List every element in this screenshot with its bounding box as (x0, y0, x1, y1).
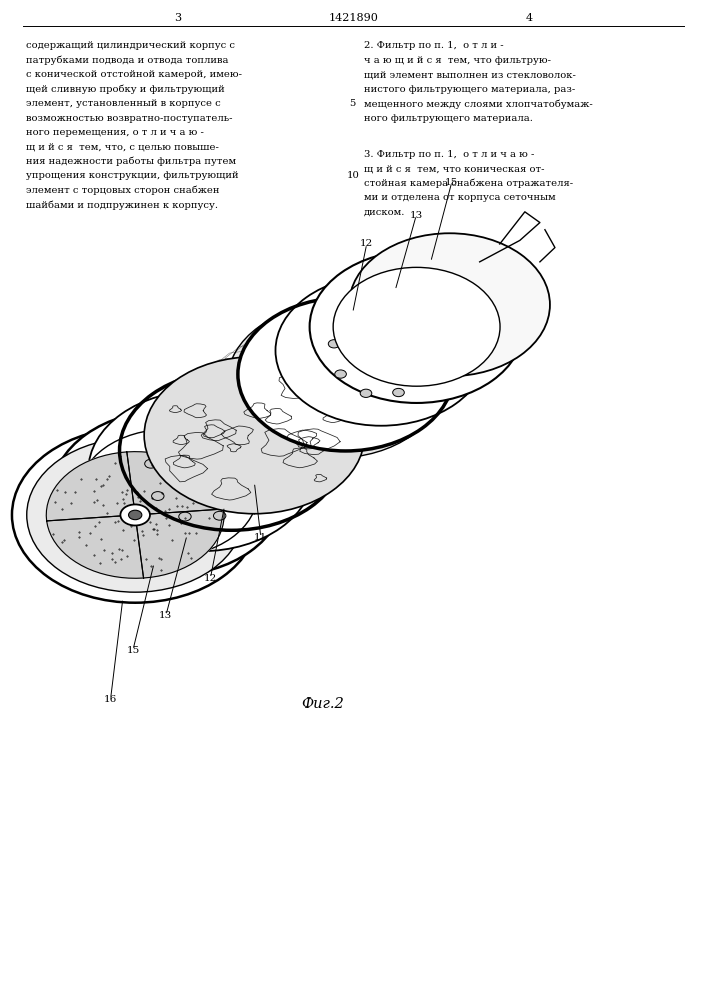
Text: щий элемент выполнен из стекловолок-: щий элемент выполнен из стекловолок- (364, 70, 576, 79)
Ellipse shape (228, 304, 443, 458)
Polygon shape (127, 452, 223, 514)
Text: ния надежности работы фильтра путем: ния надежности работы фильтра путем (26, 157, 236, 166)
Text: мещенного между слоями хлопчатобумаж-: мещенного между слоями хлопчатобумаж- (364, 99, 592, 109)
Ellipse shape (334, 370, 346, 378)
Text: упрощения конструкции, фильтрующий: упрощения конструкции, фильтрующий (26, 171, 239, 180)
Ellipse shape (144, 357, 365, 514)
Text: стойная камера снабжена отражателя-: стойная камера снабжена отражателя- (364, 179, 573, 188)
Ellipse shape (119, 371, 344, 530)
Text: содержащий цилиндрический корпус с: содержащий цилиндрический корпус с (26, 41, 235, 50)
Text: Фиг.2: Фиг.2 (301, 697, 344, 711)
Text: 1421890: 1421890 (329, 13, 378, 23)
Ellipse shape (214, 511, 226, 520)
Ellipse shape (12, 427, 259, 603)
Text: 5: 5 (349, 99, 356, 108)
Text: элемент с торцовых сторон снабжен: элемент с торцовых сторон снабжен (26, 186, 220, 195)
Ellipse shape (417, 368, 428, 376)
Ellipse shape (310, 251, 524, 403)
Ellipse shape (238, 298, 453, 451)
Text: щей сливную пробку и фильтрующий: щей сливную пробку и фильтрующий (26, 85, 225, 94)
Text: нистого фильтрующего материала, раз-: нистого фильтрующего материала, раз- (364, 85, 575, 94)
Ellipse shape (374, 301, 386, 310)
Text: щ и й с я  тем, что, с целью повыше-: щ и й с я тем, что, с целью повыше- (26, 142, 219, 151)
Text: 13: 13 (159, 611, 173, 620)
Ellipse shape (240, 489, 252, 498)
Ellipse shape (52, 410, 284, 576)
Ellipse shape (360, 389, 372, 397)
Text: 3: 3 (174, 13, 181, 23)
Ellipse shape (145, 459, 157, 468)
Ellipse shape (226, 429, 239, 438)
Polygon shape (136, 509, 224, 578)
Polygon shape (47, 516, 144, 578)
Ellipse shape (78, 429, 257, 557)
Text: ч а ю щ и й с я  тем, что фильтрую-: ч а ю щ и й с я тем, что фильтрую- (364, 56, 551, 65)
Ellipse shape (194, 418, 206, 427)
Polygon shape (46, 452, 134, 521)
Text: 10: 10 (346, 171, 359, 180)
Ellipse shape (245, 457, 257, 466)
Text: патрубками подвода и отвода топлива: патрубками подвода и отвода топлива (26, 56, 228, 65)
Text: 16: 16 (104, 695, 117, 704)
Text: 12: 12 (360, 239, 373, 248)
Ellipse shape (120, 504, 150, 525)
Text: ми и отделена от корпуса сеточным: ми и отделена от корпуса сеточным (364, 193, 556, 202)
Text: ного перемещения, о т л и ч а ю -: ного перемещения, о т л и ч а ю - (26, 128, 204, 137)
Text: 3. Фильтр по п. 1,  о т л и ч а ю -: 3. Фильтр по п. 1, о т л и ч а ю - (364, 150, 534, 159)
Ellipse shape (179, 512, 191, 521)
Text: шайбами и подпружинен к корпусу.: шайбами и подпружинен к корпусу. (26, 200, 218, 210)
Ellipse shape (328, 340, 340, 348)
Ellipse shape (129, 510, 142, 520)
Text: 2. Фильтр по п. 1,  о т л и -: 2. Фильтр по п. 1, о т л и - (364, 41, 503, 50)
Ellipse shape (27, 438, 244, 592)
Ellipse shape (349, 233, 550, 376)
Ellipse shape (405, 311, 416, 319)
Ellipse shape (276, 275, 486, 426)
Text: щ и й с я  тем, что коническая от-: щ и й с я тем, что коническая от- (364, 164, 544, 173)
Text: 15: 15 (445, 178, 458, 187)
Ellipse shape (151, 492, 164, 500)
Text: ного фильтрующего материала.: ного фильтрующего материала. (364, 114, 533, 123)
Ellipse shape (422, 337, 433, 346)
Ellipse shape (88, 391, 314, 551)
Ellipse shape (392, 388, 404, 397)
Text: диском.: диском. (364, 208, 405, 217)
Text: с конической отстойной камерой, имею-: с конической отстойной камерой, имею- (26, 70, 242, 79)
Ellipse shape (344, 313, 356, 321)
Text: 11: 11 (255, 533, 267, 542)
Text: 15: 15 (127, 646, 139, 655)
Text: 4: 4 (526, 13, 533, 23)
Text: возможностью возвратно-поступатель-: возможностью возвратно-поступатель- (26, 114, 233, 123)
Ellipse shape (333, 267, 500, 386)
Text: 12: 12 (204, 574, 217, 583)
Text: 13: 13 (409, 211, 423, 220)
Text: элемент, установленный в корпусе с: элемент, установленный в корпусе с (26, 99, 221, 108)
Ellipse shape (161, 430, 174, 439)
